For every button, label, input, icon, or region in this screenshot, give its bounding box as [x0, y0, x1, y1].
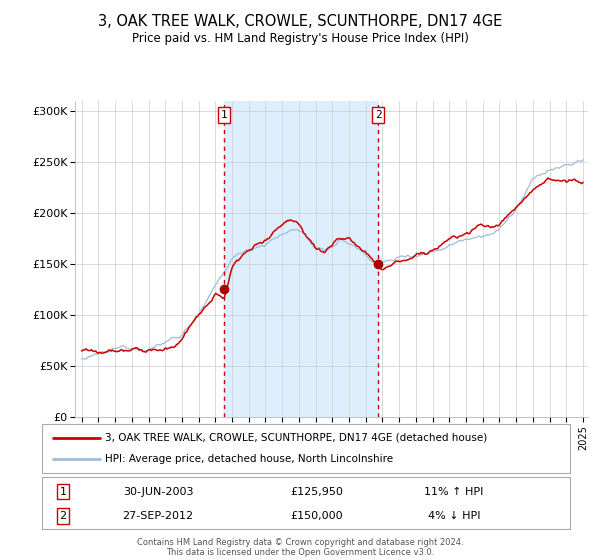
Text: HPI: Average price, detached house, North Lincolnshire: HPI: Average price, detached house, Nort… — [106, 454, 394, 464]
Text: 3, OAK TREE WALK, CROWLE, SCUNTHORPE, DN17 4GE: 3, OAK TREE WALK, CROWLE, SCUNTHORPE, DN… — [98, 14, 502, 29]
Bar — [224, 101, 378, 417]
Text: 4% ↓ HPI: 4% ↓ HPI — [428, 511, 480, 521]
Text: This data is licensed under the Open Government Licence v3.0.: This data is licensed under the Open Gov… — [166, 548, 434, 557]
Text: Price paid vs. HM Land Registry's House Price Index (HPI): Price paid vs. HM Land Registry's House … — [131, 32, 469, 45]
Text: 11% ↑ HPI: 11% ↑ HPI — [424, 487, 484, 497]
Text: 2: 2 — [375, 110, 382, 120]
Text: £125,950: £125,950 — [290, 487, 343, 497]
Text: 1: 1 — [59, 487, 67, 497]
Text: 27-SEP-2012: 27-SEP-2012 — [122, 511, 194, 521]
Text: £150,000: £150,000 — [290, 511, 343, 521]
Text: Contains HM Land Registry data © Crown copyright and database right 2024.: Contains HM Land Registry data © Crown c… — [137, 538, 463, 547]
Text: 3, OAK TREE WALK, CROWLE, SCUNTHORPE, DN17 4GE (detached house): 3, OAK TREE WALK, CROWLE, SCUNTHORPE, DN… — [106, 433, 488, 443]
Text: 2: 2 — [59, 511, 67, 521]
Text: 30-JUN-2003: 30-JUN-2003 — [123, 487, 193, 497]
Text: 1: 1 — [220, 110, 227, 120]
